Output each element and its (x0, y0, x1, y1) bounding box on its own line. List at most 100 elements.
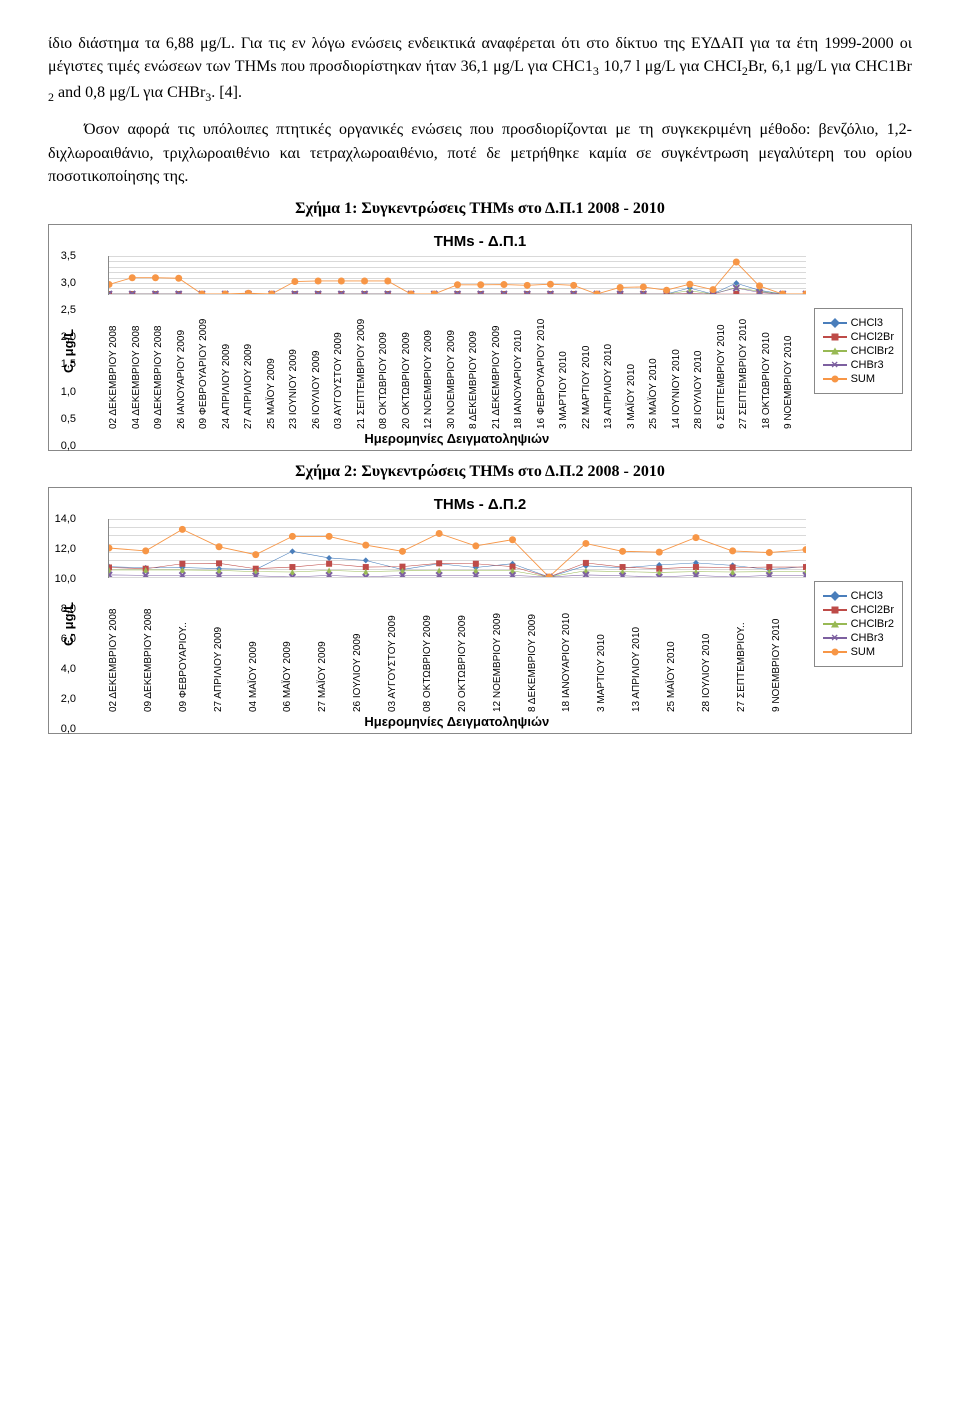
xlabel: 08 ΟΚΤΩΒΡΙΟΥ 2009 (378, 299, 401, 429)
legend-label: CHCl2Br (851, 331, 894, 343)
xlabel: 3 ΜΑΡΤΙΟΥ 2010 (596, 582, 631, 712)
xlabel: 08 ΟΚΤΩΒΡΙΟΥ 2009 (422, 582, 457, 712)
xlabel: 20 ΟΚΤΩΒΡΙΟΥ 2009 (457, 582, 492, 712)
para1-c: Br, 6,1 μg/L για CHC1Br (748, 58, 912, 75)
xlabel: 3 ΜΑΪΟΥ 2010 (626, 299, 649, 429)
para1-d: and 0,8 μg/L για CHBr (54, 84, 205, 101)
legend-item: CHCl2Br (823, 604, 894, 616)
ytick: 1,0 (61, 386, 80, 398)
xlabel: 16 ΦΕΒΡΟΥΑΡΙΟΥ 2010 (536, 299, 559, 429)
chart-1-xlabels: 02 ΔΕΚΕΜΒΡΙΟΥ 200804 ΔΕΚΕΜΒΡΙΟΥ 200809 Δ… (108, 299, 806, 429)
chart-2-xaxis: Ημερομηνίες Δειγματοληψιών (108, 714, 806, 729)
chart-2: THMs - Δ.Π.2 C, μg/L 0,02,04,06,08,010,0… (48, 487, 912, 734)
xlabel: 09 ΦΕΒΡΟΥΑΡΙΟΥ.. (178, 582, 213, 712)
legend-label: CHCl3 (851, 317, 883, 329)
xlabel: 26 ΙΟΥΛΙΟΥ 2009 (311, 299, 334, 429)
legend-label: CHClBr2 (851, 618, 894, 630)
xlabel: 12 ΝΟΕΜΒΡΙΟΥ 2009 (423, 299, 446, 429)
legend-item: ×CHBr3 (823, 359, 894, 371)
xlabel: 27 ΜΑΪΟΥ 2009 (317, 582, 352, 712)
para1-e: . [4]. (211, 84, 242, 101)
xlabel: 23 ΙΟΥΝΙΟΥ 2009 (288, 299, 311, 429)
xlabel: 28 ΙΟΥΛΙΟΥ 2010 (701, 582, 736, 712)
xlabel: 13 ΑΠΡΙΛΙΟΥ 2010 (631, 582, 666, 712)
chart-2-legend: CHCl3CHCl2BrCHClBr2×CHBr3SUM (814, 581, 903, 667)
xlabel: 3 ΜΑΡΤΙΟΥ 2010 (558, 299, 581, 429)
legend-label: SUM (851, 646, 875, 658)
ytick: 0,0 (61, 723, 80, 735)
chart-2-plot (108, 519, 806, 578)
ytick: 2,0 (61, 693, 80, 705)
xlabel: 8 ΔΕΚΕΜΒΡΙΟΥ 2009 (468, 299, 491, 429)
xlabel: 9 ΝΟΕΜΒΡΙΟΥ 2010 (783, 299, 806, 429)
xlabel: 25 ΜΑΪΟΥ 2009 (266, 299, 289, 429)
xlabel: 12 ΝΟΕΜΒΡΙΟΥ 2009 (492, 582, 527, 712)
chart-1-yticks: 0,00,51,01,52,02,53,03,5 (80, 256, 108, 446)
paragraph-2: Όσον αφορά τις υπόλοιπες πτητικές οργανι… (48, 118, 912, 188)
legend-item: CHCl3 (823, 590, 894, 602)
xlabel: 6 ΣΕΠΤΕΜΒΡΙΟΥ 2010 (716, 299, 739, 429)
ytick: 2,0 (61, 331, 80, 343)
ytick: 14,0 (55, 513, 80, 525)
chart-2-title: THMs - Δ.Π.2 (57, 496, 903, 513)
legend-item: SUM (823, 646, 894, 658)
xlabel: 25 ΜΑΪΟΥ 2010 (648, 299, 671, 429)
ytick: 1,5 (61, 358, 80, 370)
legend-label: CHCl3 (851, 590, 883, 602)
ytick: 12,0 (55, 543, 80, 555)
legend-label: CHClBr2 (851, 345, 894, 357)
xlabel: 22 ΜΑΡΤΙΟΥ 2010 (581, 299, 604, 429)
legend-label: CHCl2Br (851, 604, 894, 616)
ytick: 2,5 (61, 304, 80, 316)
xlabel: 18 ΙΑΝΟΥΑΡΙΟΥ 2010 (561, 582, 596, 712)
legend-label: SUM (851, 373, 875, 385)
legend-item: SUM (823, 373, 894, 385)
legend-item: CHClBr2 (823, 618, 894, 630)
xlabel: 21 ΔΕΚΕΜΒΡΙΟΥ 2009 (491, 299, 514, 429)
xlabel: 27 ΣΕΠΤΕΜΒΡΙΟΥ 2010 (738, 299, 761, 429)
xlabel: 18 ΙΑΝΟΥΑΡΙΟΥ 2010 (513, 299, 536, 429)
xlabel: 02 ΔΕΚΕΜΒΡΙΟΥ 2008 (108, 582, 143, 712)
legend-label: CHBr3 (851, 632, 884, 644)
chart-2-xlabels: 02 ΔΕΚΕΜΒΡΙΟΥ 200809 ΔΕΚΕΜΒΡΙΟΥ 200809 Φ… (108, 582, 806, 712)
xlabel: 20 ΟΚΤΩΒΡΙΟΥ 2009 (401, 299, 424, 429)
xlabel: 26 ΙΟΥΛΙΟΥ 2009 (352, 582, 387, 712)
ytick: 4,0 (61, 663, 80, 675)
paragraph-1: ίδιο διάστημα τα 6,88 μg/L. Για τις εν λ… (48, 32, 912, 106)
caption-2: Σχήμα 2: Συγκεντρώσεις THMs στο Δ.Π.2 20… (48, 463, 912, 481)
xlabel: 30 ΝΟΕΜΒΡΙΟΥ 2009 (446, 299, 469, 429)
xlabel: 18 ΟΚΤΩΒΡΙΟΥ 2010 (761, 299, 784, 429)
ytick: 8,0 (61, 603, 80, 615)
ytick: 3,5 (61, 250, 80, 262)
xlabel: 25 ΜΑΪΟΥ 2010 (666, 582, 701, 712)
xlabel: 03 ΑΥΓΟΥΣΤΟΥ 2009 (333, 299, 356, 429)
chart-1-title: THMs - Δ.Π.1 (57, 233, 903, 250)
xlabel: 09 ΔΕΚΕΜΒΡΙΟΥ 2008 (143, 582, 178, 712)
caption-1: Σχήμα 1: Συγκεντρώσεις THMs στο Δ.Π.1 20… (48, 200, 912, 218)
xlabel: 26 ΙΑΝΟΥΑΡΙΟΥ 2009 (176, 299, 199, 429)
xlabel: 21 ΣΕΠΤΕΜΒΡΙΟΥ 2009 (356, 299, 379, 429)
xlabel: 02 ΔΕΚΕΜΒΡΙΟΥ 2008 (108, 299, 131, 429)
legend-item: CHCl2Br (823, 331, 894, 343)
chart-2-yticks: 0,02,04,06,08,010,012,014,0 (80, 519, 108, 729)
xlabel: 28 ΙΟΥΛΙΟΥ 2010 (693, 299, 716, 429)
chart-1-legend: CHCl3 CHCl2Br CHClBr2 ×CHBr3 SUM (814, 308, 903, 394)
xlabel: 03 ΑΥΓΟΥΣΤΟΥ 2009 (387, 582, 422, 712)
xlabel: 06 ΜΑΪΟΥ 2009 (282, 582, 317, 712)
xlabel: 04 ΔΕΚΕΜΒΡΙΟΥ 2008 (131, 299, 154, 429)
legend-label: CHBr3 (851, 359, 884, 371)
xlabel: 9 ΝΟΕΜΒΡΙΟΥ 2010 (771, 582, 806, 712)
ytick: 6,0 (61, 633, 80, 645)
para1-b: 10,7 l μg/L για CHCI (599, 58, 742, 75)
xlabel: 04 ΜΑΪΟΥ 2009 (248, 582, 283, 712)
chart-1-xaxis: Ημερομηνίες Δειγματοληψιών (108, 431, 806, 446)
ytick: 10,0 (55, 573, 80, 585)
chart-1: THMs - Δ.Π.1 C, μg/L 0,00,51,01,52,02,53… (48, 224, 912, 451)
xlabel: 27 ΣΕΠΤΕΜΒΡΙΟΥ.. (736, 582, 771, 712)
xlabel: 14 ΙΟΥΝΙΟΥ 2010 (671, 299, 694, 429)
ytick: 0,5 (61, 413, 80, 425)
xlabel: 09 ΦΕΒΡΟΥΑΡΙΟΥ 2009 (198, 299, 221, 429)
xlabel: 24 ΑΠΡΙΛΙΟΥ 2009 (221, 299, 244, 429)
ytick: 3,0 (61, 277, 80, 289)
legend-item: CHClBr2 (823, 345, 894, 357)
